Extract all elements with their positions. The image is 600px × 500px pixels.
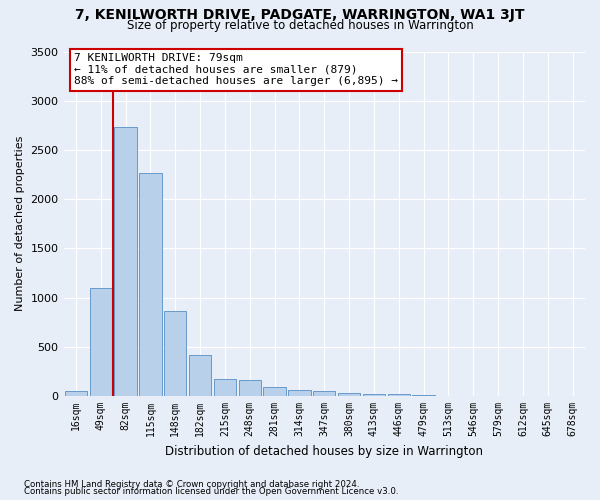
Text: Contains HM Land Registry data © Crown copyright and database right 2024.: Contains HM Land Registry data © Crown c… <box>24 480 359 489</box>
Bar <box>139 172 161 396</box>
Bar <box>189 354 211 396</box>
X-axis label: Distribution of detached houses by size in Warrington: Distribution of detached houses by size … <box>165 444 483 458</box>
Bar <box>412 395 435 396</box>
Bar <box>239 380 261 396</box>
Text: Contains public sector information licensed under the Open Government Licence v3: Contains public sector information licen… <box>24 487 398 496</box>
Bar <box>363 394 385 396</box>
Bar <box>338 392 360 396</box>
Bar <box>65 391 87 396</box>
Bar <box>164 312 187 396</box>
Bar <box>89 288 112 396</box>
Bar <box>263 386 286 396</box>
Bar <box>214 379 236 396</box>
Text: Size of property relative to detached houses in Warrington: Size of property relative to detached ho… <box>127 18 473 32</box>
Text: 7 KENILWORTH DRIVE: 79sqm
← 11% of detached houses are smaller (879)
88% of semi: 7 KENILWORTH DRIVE: 79sqm ← 11% of detac… <box>74 53 398 86</box>
Bar <box>288 390 311 396</box>
Bar <box>115 128 137 396</box>
Y-axis label: Number of detached properties: Number of detached properties <box>15 136 25 312</box>
Bar <box>388 394 410 396</box>
Bar <box>313 391 335 396</box>
Text: 7, KENILWORTH DRIVE, PADGATE, WARRINGTON, WA1 3JT: 7, KENILWORTH DRIVE, PADGATE, WARRINGTON… <box>75 8 525 22</box>
